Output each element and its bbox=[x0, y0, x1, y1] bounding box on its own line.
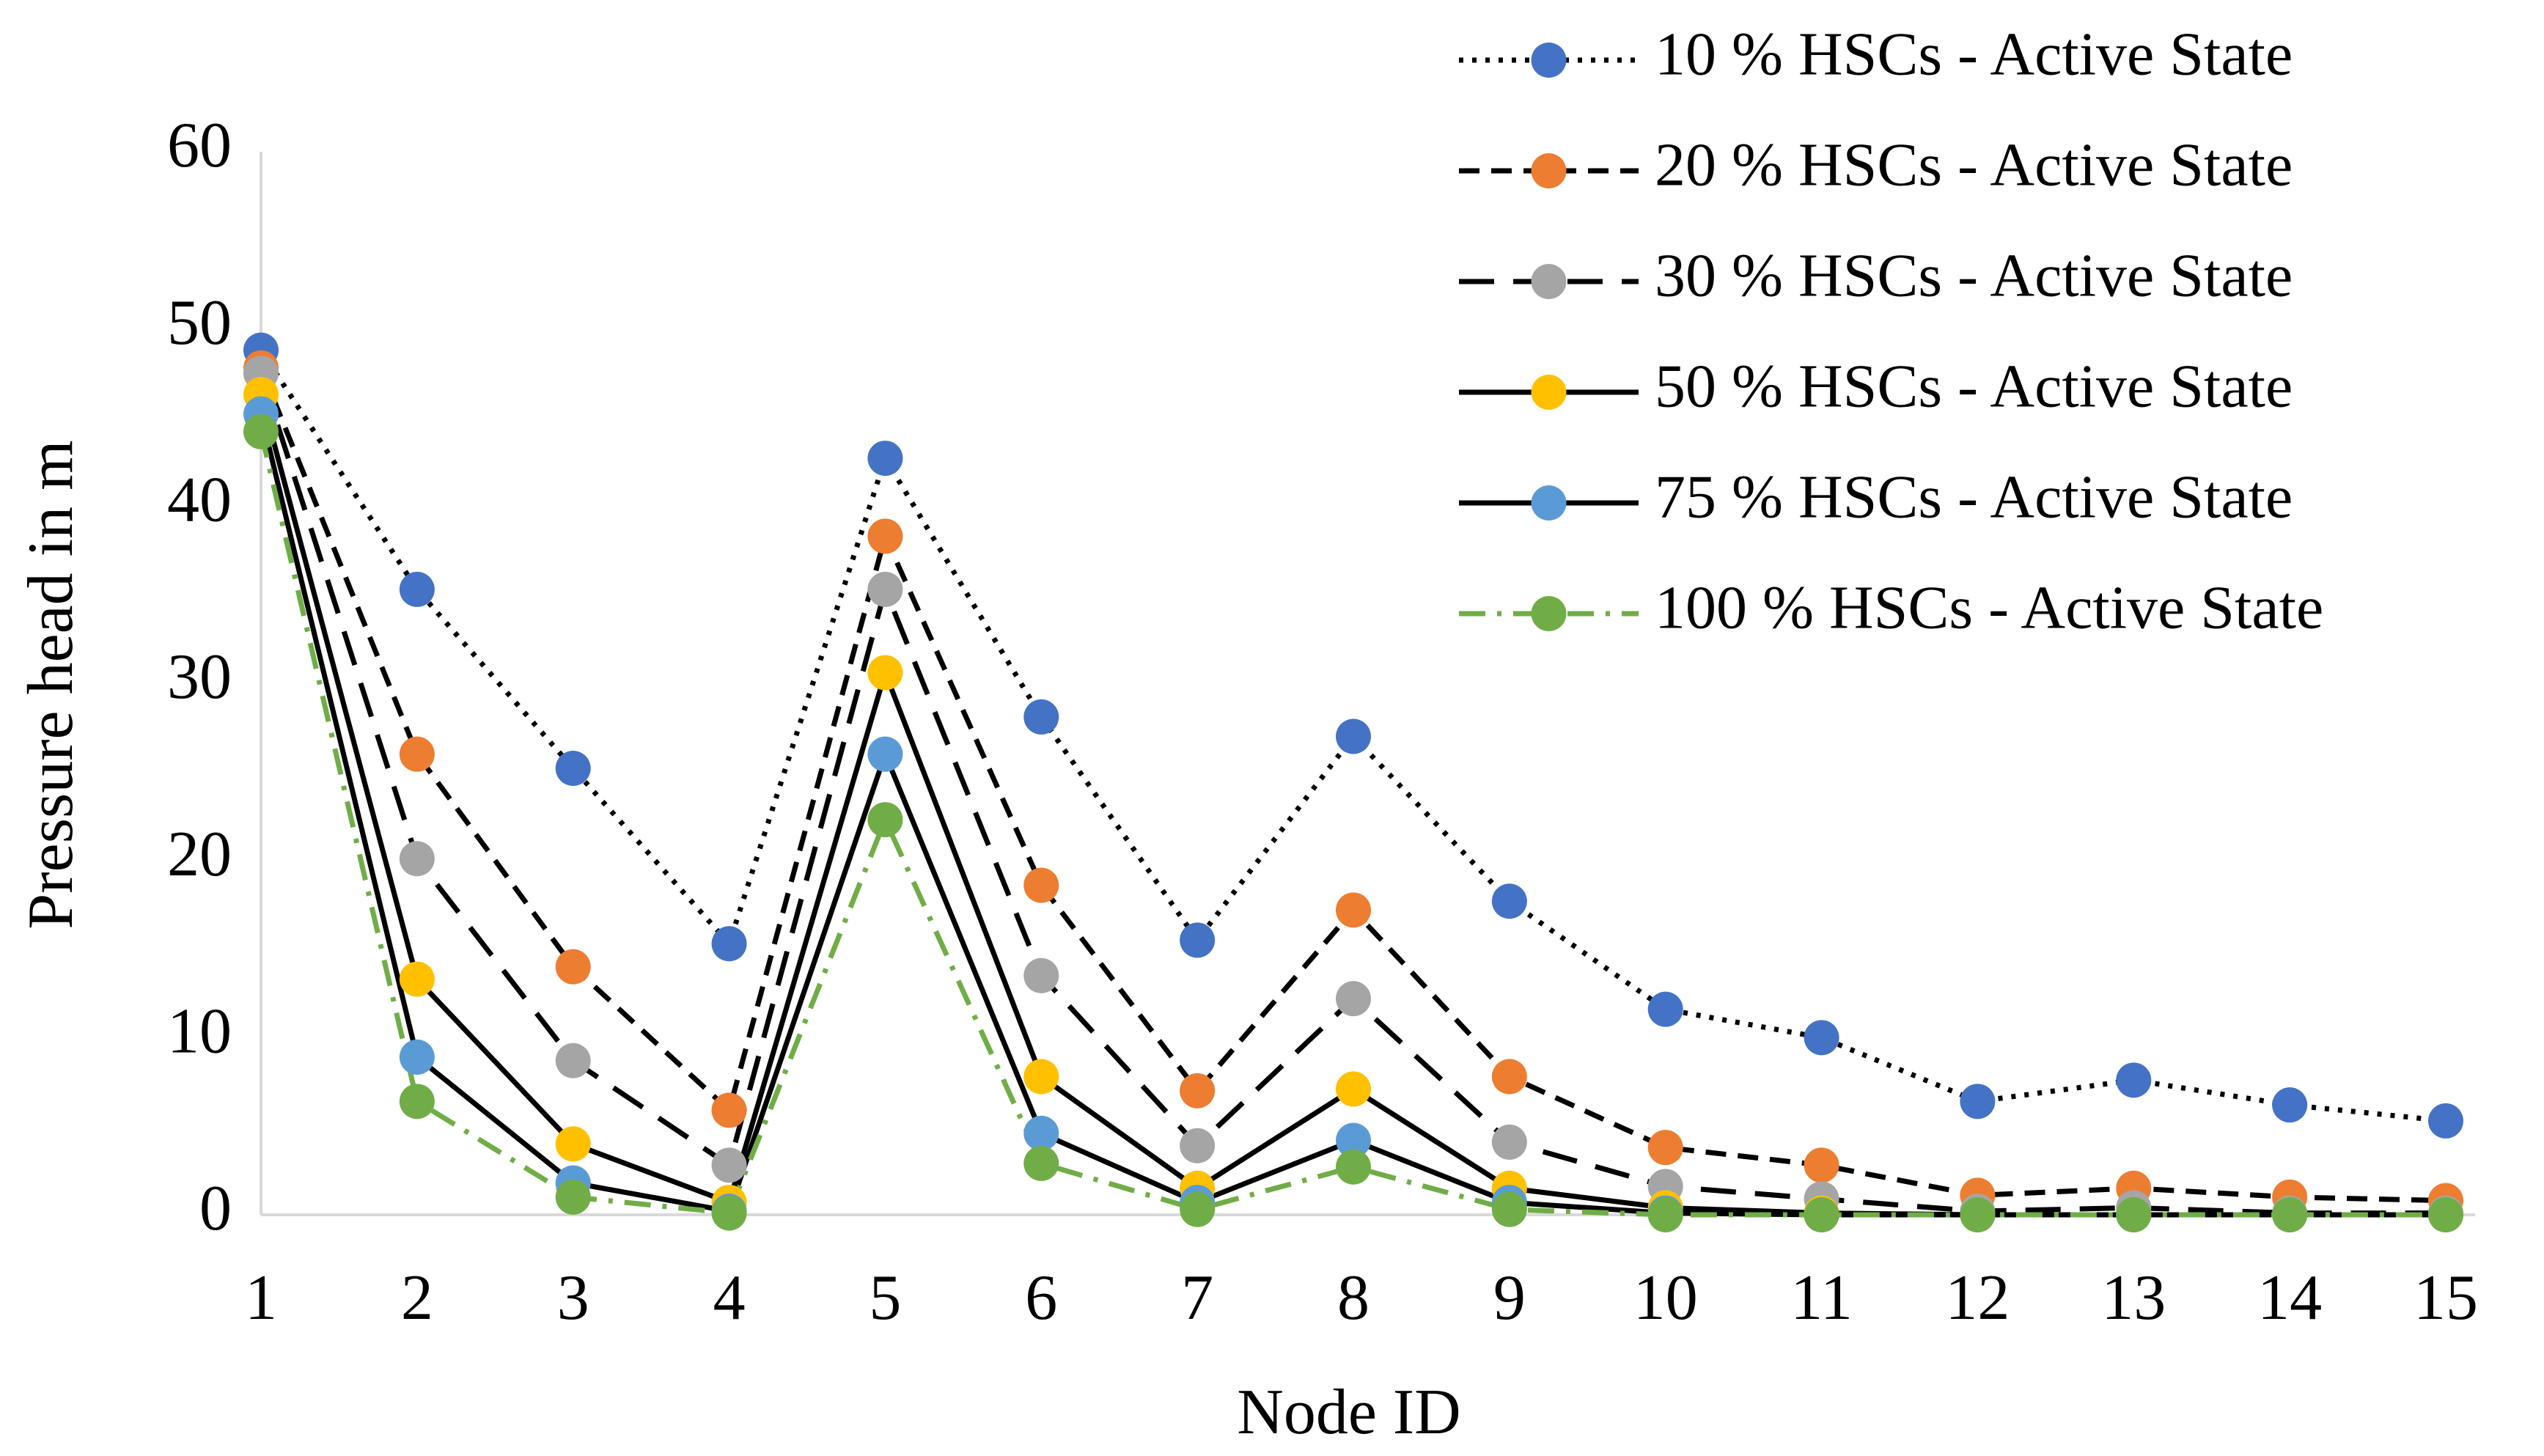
data-point bbox=[1180, 1073, 1216, 1108]
data-point bbox=[555, 1126, 591, 1162]
legend-marker bbox=[1531, 43, 1567, 78]
legend-marker bbox=[1531, 596, 1567, 631]
data-point bbox=[1647, 1130, 1683, 1166]
data-point bbox=[1960, 1197, 1996, 1232]
data-point bbox=[2428, 1103, 2463, 1139]
x-tick-label: 4 bbox=[713, 1262, 746, 1334]
data-point bbox=[555, 1043, 591, 1078]
data-point bbox=[1491, 1124, 1527, 1160]
data-point bbox=[1804, 1020, 1839, 1056]
data-point bbox=[2272, 1197, 2308, 1232]
data-point bbox=[399, 736, 435, 772]
data-point bbox=[1336, 981, 1371, 1017]
legend-text: 75 % HSCs - Active State bbox=[1655, 463, 2293, 531]
x-tick-label: 6 bbox=[1025, 1262, 1057, 1334]
x-tick-label: 12 bbox=[1945, 1262, 2010, 1334]
data-point bbox=[1960, 1084, 1996, 1119]
x-tick-label: 7 bbox=[1181, 1262, 1213, 1334]
x-axis-title: Node ID bbox=[1237, 1377, 1460, 1448]
data-point bbox=[1491, 1191, 1527, 1227]
data-point bbox=[1336, 1122, 1371, 1158]
legend-text: 50 % HSCs - Active State bbox=[1655, 352, 2293, 420]
data-point bbox=[867, 736, 903, 772]
x-tick-label: 15 bbox=[2414, 1262, 2478, 1334]
data-point bbox=[1023, 1145, 1059, 1181]
legend-marker bbox=[1531, 485, 1567, 521]
data-point bbox=[711, 1147, 747, 1183]
data-point bbox=[555, 949, 591, 985]
data-point bbox=[1336, 1071, 1371, 1107]
y-tick-label: 60 bbox=[167, 110, 232, 181]
legend-text: 10 % HSCs - Active State bbox=[1655, 20, 2293, 88]
data-point bbox=[1180, 1128, 1216, 1163]
data-point bbox=[1023, 1059, 1059, 1095]
data-point bbox=[867, 518, 903, 554]
data-point bbox=[2272, 1087, 2308, 1123]
y-tick-label: 40 bbox=[167, 465, 232, 536]
x-tick-label: 11 bbox=[1790, 1262, 1853, 1334]
data-point bbox=[555, 751, 591, 786]
y-axis-title: Pressure head in m bbox=[15, 440, 87, 929]
data-point bbox=[1647, 991, 1683, 1027]
data-point bbox=[867, 655, 903, 691]
x-tick-label: 14 bbox=[2257, 1262, 2322, 1334]
data-point bbox=[1336, 718, 1371, 754]
data-point bbox=[711, 926, 747, 962]
data-point bbox=[1180, 922, 1216, 958]
data-point bbox=[243, 413, 279, 449]
x-tick-label: 1 bbox=[245, 1262, 277, 1334]
data-point bbox=[1023, 1115, 1059, 1151]
data-point bbox=[2116, 1197, 2152, 1232]
data-point bbox=[1180, 1191, 1216, 1227]
data-point bbox=[1023, 957, 1059, 993]
data-point bbox=[1336, 892, 1371, 928]
x-tick-label: 8 bbox=[1337, 1262, 1370, 1334]
legend-marker bbox=[1531, 375, 1567, 410]
data-point bbox=[867, 571, 903, 607]
data-point bbox=[1647, 1197, 1683, 1232]
x-tick-label: 3 bbox=[557, 1262, 589, 1334]
data-point bbox=[399, 961, 435, 997]
data-point bbox=[1336, 1149, 1371, 1185]
data-point bbox=[399, 1039, 435, 1075]
legend-marker bbox=[1531, 153, 1567, 188]
data-point bbox=[711, 1195, 747, 1231]
x-tick-label: 2 bbox=[401, 1262, 433, 1334]
x-tick-label: 10 bbox=[1633, 1262, 1698, 1334]
data-point bbox=[1023, 699, 1059, 735]
data-point bbox=[867, 441, 903, 477]
legend-text: 30 % HSCs - Active State bbox=[1655, 241, 2293, 309]
data-point bbox=[1491, 883, 1527, 919]
data-point bbox=[399, 571, 435, 607]
data-point bbox=[711, 1092, 747, 1128]
y-tick-label: 50 bbox=[167, 287, 232, 359]
x-tick-label: 5 bbox=[869, 1262, 901, 1334]
data-point bbox=[1023, 867, 1059, 903]
y-tick-label: 0 bbox=[199, 1173, 232, 1244]
x-tick-label: 13 bbox=[2101, 1262, 2166, 1334]
data-point bbox=[867, 802, 903, 838]
data-point bbox=[2116, 1062, 2152, 1098]
data-point bbox=[555, 1179, 591, 1215]
data-point bbox=[1491, 1059, 1527, 1095]
data-point bbox=[1804, 1197, 1839, 1232]
legend-text: 20 % HSCs - Active State bbox=[1655, 130, 2293, 199]
legend-text: 100 % HSCs - Active State bbox=[1655, 573, 2323, 641]
series-line bbox=[258, 431, 2446, 1218]
legend-marker bbox=[1531, 264, 1567, 299]
y-tick-label: 10 bbox=[167, 996, 232, 1067]
data-point bbox=[399, 1084, 435, 1119]
y-tick-label: 30 bbox=[167, 641, 232, 713]
data-point bbox=[399, 841, 435, 877]
data-point bbox=[1804, 1147, 1839, 1183]
x-tick-label: 9 bbox=[1493, 1262, 1526, 1334]
y-tick-label: 20 bbox=[167, 819, 232, 890]
data-point bbox=[2428, 1197, 2463, 1232]
